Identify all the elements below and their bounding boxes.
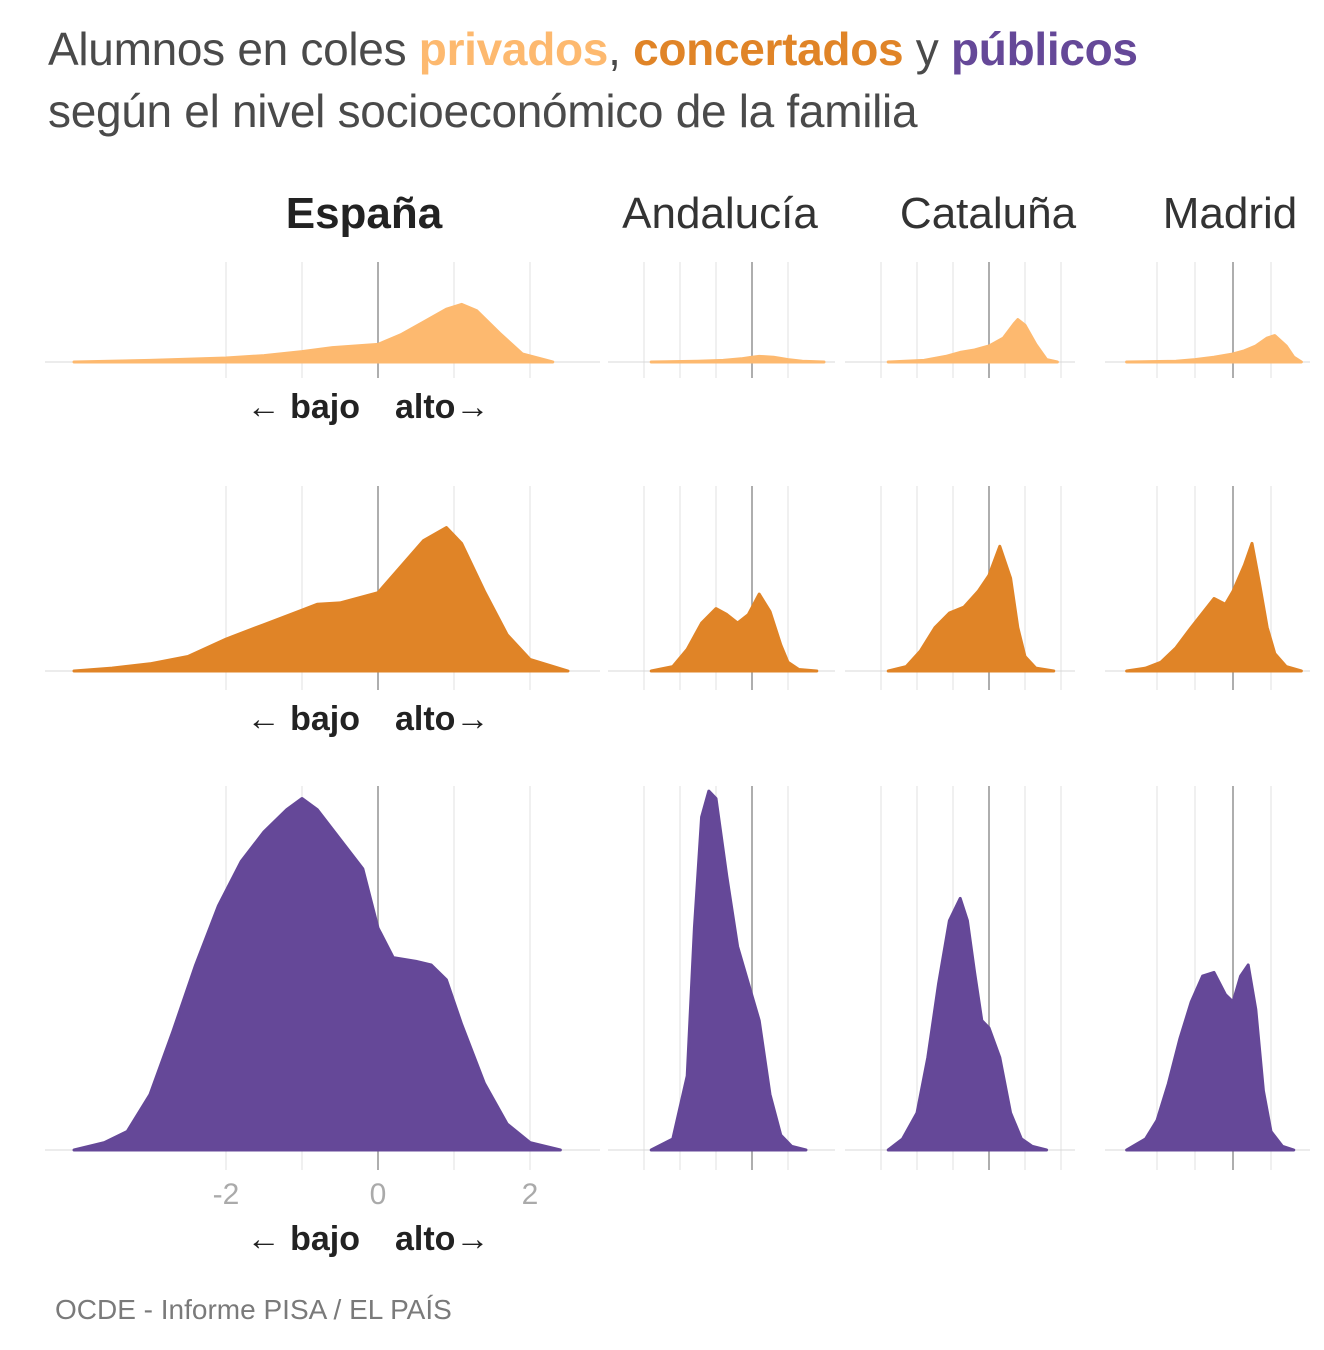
direction-low-label: ← bajo	[247, 1220, 360, 1258]
direction-low-label: ← bajo	[247, 388, 360, 426]
density-concertados-madrid	[1125, 541, 1303, 673]
density-publicos-madrid	[1125, 963, 1296, 1152]
direction-high-label: alto→	[395, 700, 489, 738]
title-prefix: Alumnos en coles	[48, 23, 419, 75]
density-publicos-españa	[72, 797, 562, 1152]
title-line2: según el nivel socioeconómico de la fami…	[48, 85, 918, 137]
density-concertados-españa	[72, 526, 570, 673]
density-privados-cataluña	[886, 318, 1059, 364]
header-madrid: Madrid	[1163, 189, 1298, 238]
density-concertados-andalucía	[649, 592, 819, 673]
title-sep2: y	[903, 23, 951, 75]
x-tick-label: -2	[213, 1178, 240, 1211]
density-privados-españa	[72, 302, 555, 364]
direction-high-label: alto→	[395, 1220, 489, 1258]
density-publicos-cataluña	[886, 896, 1049, 1152]
header-cataluña: Cataluña	[900, 189, 1077, 238]
density-publicos-andalucía	[649, 789, 808, 1152]
title-sep1: ,	[608, 23, 634, 75]
density-concertados-cataluña	[886, 544, 1056, 673]
x-tick-label: 0	[370, 1178, 387, 1211]
density-privados-andalucía	[649, 354, 826, 364]
header-españa: España	[286, 189, 443, 238]
title-publicos: públicos	[950, 23, 1138, 75]
x-tick-label: 2	[522, 1178, 539, 1211]
header-andalucía: Andalucía	[622, 189, 818, 238]
direction-low-label: ← bajo	[247, 700, 360, 738]
title-privados: privados	[418, 23, 609, 75]
source-note: OCDE - Informe PISA / EL PAÍS	[55, 1294, 452, 1325]
density-privados-madrid	[1125, 334, 1303, 364]
direction-high-label: alto→	[395, 388, 489, 426]
chart-title: Alumnos en coles privados, concertados y…	[48, 18, 1138, 142]
title-concertados: concertados	[633, 23, 904, 75]
